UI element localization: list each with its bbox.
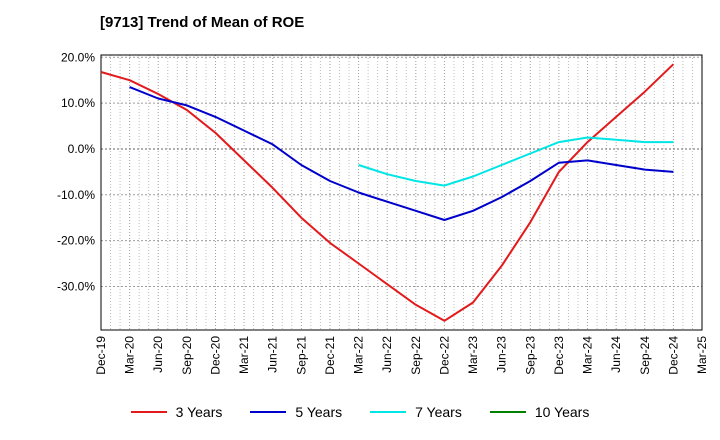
x-tick-label: Sep-24 [638, 336, 652, 375]
x-tick-label: Dec-19 [94, 336, 108, 375]
plot-frame [100, 54, 703, 331]
legend-swatch-3-years [130, 411, 167, 413]
plot-area [101, 55, 702, 330]
legend-item-7-years: 7 Years [370, 404, 462, 420]
x-tick-label: Dec-21 [323, 336, 337, 375]
y-tick-label: -10.0% [57, 188, 95, 202]
x-tick-label: Jun-21 [266, 336, 280, 373]
legend-swatch-7-years [370, 411, 407, 413]
x-tick-label: Dec-20 [208, 336, 222, 375]
legend-label-10-years: 10 Years [534, 404, 590, 420]
x-tick-label: Mar-24 [581, 336, 595, 374]
x-tick-label: Mar-22 [352, 336, 366, 374]
y-tick-label: 0.0% [68, 142, 96, 156]
y-tick-label: -30.0% [57, 279, 95, 293]
y-tick-label: 20.0% [61, 50, 95, 64]
x-tick-label: Mar-25 [695, 336, 709, 374]
legend-item-10-years: 10 Years [489, 404, 590, 420]
x-tick-label: Mar-23 [466, 336, 480, 374]
legend: 3 Years 5 Years 7 Years 10 Years [0, 404, 720, 420]
chart-title: [9713] Trend of Mean of ROE [100, 14, 305, 31]
x-tick-label: Mar-21 [237, 336, 251, 374]
x-tick-label: Dec-24 [666, 336, 680, 375]
legend-item-5-years: 5 Years [250, 404, 342, 420]
x-tick-label: Jun-23 [495, 336, 509, 373]
x-tick-label: Mar-20 [123, 336, 137, 374]
series-line-7-years [358, 136, 674, 187]
series-line-5-years [129, 86, 674, 221]
x-tick-label: Jun-20 [151, 336, 165, 373]
x-tick-label: Sep-21 [294, 336, 308, 375]
y-tick-label: -20.0% [57, 234, 95, 248]
legend-swatch-5-years [250, 411, 287, 413]
x-tick-label: Dec-23 [552, 336, 566, 375]
legend-label-3-years: 3 Years [175, 404, 223, 420]
x-tick-label: Jun-22 [380, 336, 394, 373]
legend-label-7-years: 7 Years [415, 404, 462, 420]
legend-swatch-10-years [489, 411, 526, 413]
x-tick-label: Sep-20 [180, 336, 194, 375]
x-tick-label: Dec-22 [437, 336, 451, 375]
legend-item-3-years: 3 Years [130, 404, 223, 420]
legend-label-5-years: 5 Years [295, 404, 343, 420]
x-tick-label: Sep-22 [409, 336, 423, 375]
x-tick-label: Sep-23 [523, 336, 537, 375]
series-line-3-years [100, 63, 675, 322]
x-tick-label: Jun-24 [609, 336, 623, 373]
y-tick-label: 10.0% [61, 96, 95, 110]
